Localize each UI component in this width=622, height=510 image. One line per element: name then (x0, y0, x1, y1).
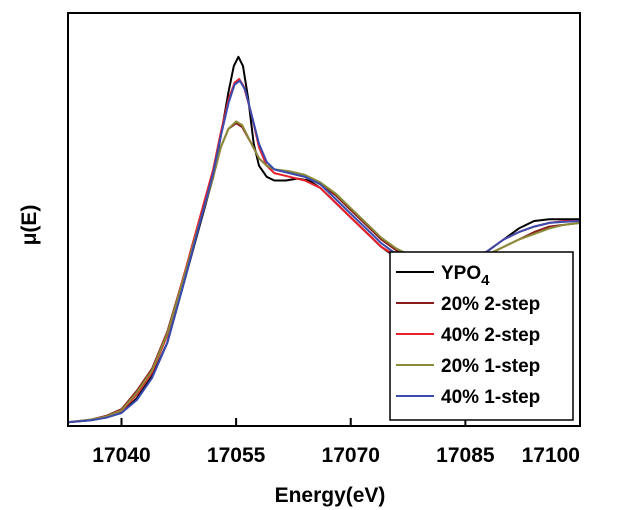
x-tick-label: 17040 (92, 444, 150, 467)
legend-box (389, 251, 574, 421)
legend-label-1: 20% 2-step (441, 294, 540, 315)
legend-label-4: 40% 1-step (441, 387, 540, 408)
legend-entries: YPO4 20% 2-step 40% 2-step 20% 1-step 40% 1-… (396, 263, 540, 408)
plot-frame (67, 12, 581, 427)
y-axis-title: μ(E) (18, 205, 41, 246)
x-tick-label: 17100 (522, 444, 580, 467)
x-tick-label: 17085 (436, 444, 495, 467)
legend-label-0: YPO4 (441, 263, 490, 289)
x-tick-label: 17070 (322, 444, 380, 467)
legend-label-2: 40% 2-step (441, 325, 540, 346)
x-tick-label: 17055 (207, 444, 266, 467)
x-axis-title: Energy(eV) (275, 484, 386, 507)
x-axis: 17040 17055 17070 17085 17100 (92, 418, 581, 467)
legend: YPO4 20% 2-step 40% 2-step 20% 1-step 40% 1-… (389, 251, 574, 421)
legend-label-3: 20% 1-step (441, 356, 540, 377)
